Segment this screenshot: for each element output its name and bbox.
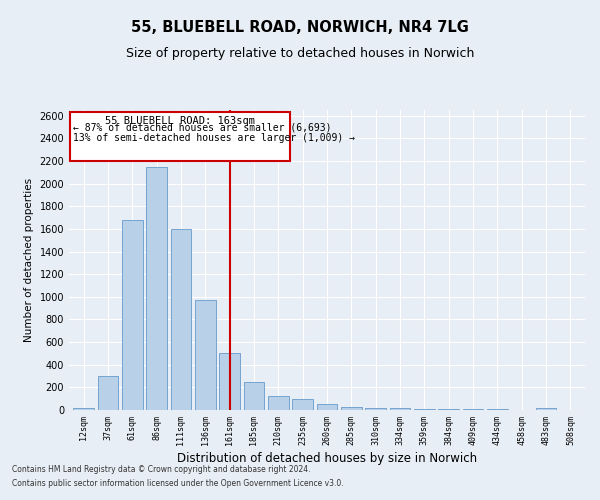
X-axis label: Distribution of detached houses by size in Norwich: Distribution of detached houses by size …: [177, 452, 477, 465]
Text: 55 BLUEBELL ROAD: 163sqm: 55 BLUEBELL ROAD: 163sqm: [106, 116, 256, 126]
Bar: [414, 409, 435, 410]
Bar: [536, 408, 556, 410]
Text: ← 87% of detached houses are smaller (6,693): ← 87% of detached houses are smaller (6,…: [73, 122, 331, 132]
Bar: [317, 404, 337, 410]
Bar: [195, 300, 215, 410]
Text: Contains public sector information licensed under the Open Government Licence v3: Contains public sector information licen…: [12, 479, 344, 488]
Bar: [292, 398, 313, 410]
Bar: [219, 354, 240, 410]
Bar: [146, 166, 167, 410]
Bar: [98, 376, 118, 410]
Bar: [244, 382, 265, 410]
Text: Contains HM Land Registry data © Crown copyright and database right 2024.: Contains HM Land Registry data © Crown c…: [12, 466, 311, 474]
Bar: [389, 408, 410, 410]
Bar: [73, 408, 94, 410]
Text: Size of property relative to detached houses in Norwich: Size of property relative to detached ho…: [126, 48, 474, 60]
Bar: [439, 409, 459, 410]
Text: 13% of semi-detached houses are larger (1,009) →: 13% of semi-detached houses are larger (…: [73, 132, 355, 142]
FancyBboxPatch shape: [70, 112, 290, 161]
Text: 55, BLUEBELL ROAD, NORWICH, NR4 7LG: 55, BLUEBELL ROAD, NORWICH, NR4 7LG: [131, 20, 469, 35]
Y-axis label: Number of detached properties: Number of detached properties: [24, 178, 34, 342]
Bar: [268, 396, 289, 410]
Bar: [122, 220, 143, 410]
Bar: [170, 229, 191, 410]
Bar: [341, 406, 362, 410]
Bar: [365, 408, 386, 410]
Bar: [463, 409, 484, 410]
